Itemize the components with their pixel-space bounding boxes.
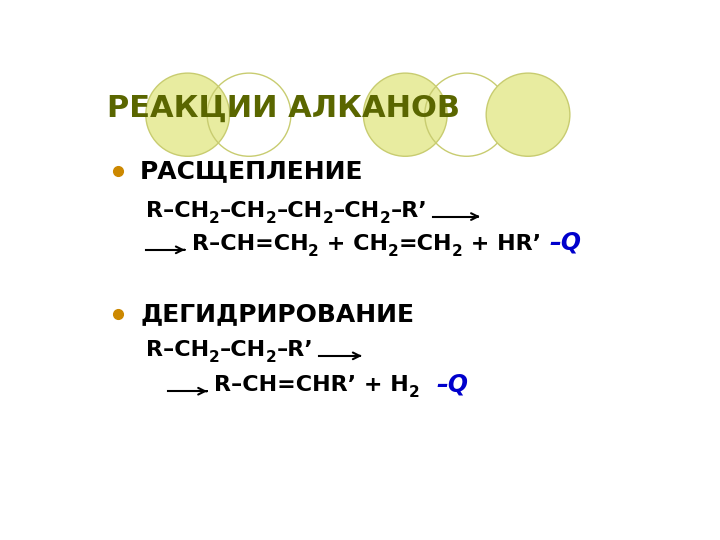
Ellipse shape xyxy=(486,73,570,156)
Text: 2: 2 xyxy=(379,211,390,226)
Text: 2: 2 xyxy=(209,350,220,365)
Text: –R’: –R’ xyxy=(276,340,313,360)
Text: –CH: –CH xyxy=(276,200,323,220)
Text: R–CH: R–CH xyxy=(145,200,209,220)
Text: –CH: –CH xyxy=(220,200,266,220)
Text: + CH: + CH xyxy=(319,234,388,254)
Text: –Q: –Q xyxy=(549,231,582,255)
Text: 2: 2 xyxy=(388,244,399,259)
Text: + HR’: + HR’ xyxy=(463,234,541,254)
Text: –CH: –CH xyxy=(333,200,379,220)
Text: ДЕГИДРИРОВАНИЕ: ДЕГИДРИРОВАНИЕ xyxy=(140,302,414,326)
Text: 2: 2 xyxy=(308,244,319,259)
Text: –CH: –CH xyxy=(220,340,266,360)
Text: 2: 2 xyxy=(266,211,276,226)
Text: РАСЩЕПЛЕНИЕ: РАСЩЕПЛЕНИЕ xyxy=(140,159,364,183)
Text: 2: 2 xyxy=(209,211,220,226)
Ellipse shape xyxy=(145,73,230,156)
Text: R–CH=CH: R–CH=CH xyxy=(192,234,308,254)
Text: 2: 2 xyxy=(409,386,419,401)
Text: 2: 2 xyxy=(452,244,463,259)
Text: 2: 2 xyxy=(323,211,333,226)
Text: =CH: =CH xyxy=(399,234,452,254)
Text: R–CH=CHR’ + H: R–CH=CHR’ + H xyxy=(214,375,409,395)
Ellipse shape xyxy=(364,73,447,156)
Text: R–CH: R–CH xyxy=(145,340,209,360)
Text: –Q: –Q xyxy=(436,372,468,396)
Text: –R’: –R’ xyxy=(390,200,427,220)
Text: 2: 2 xyxy=(266,350,276,365)
Text: РЕАКЦИИ АЛКАНОВ: РЕАКЦИИ АЛКАНОВ xyxy=(107,94,460,123)
